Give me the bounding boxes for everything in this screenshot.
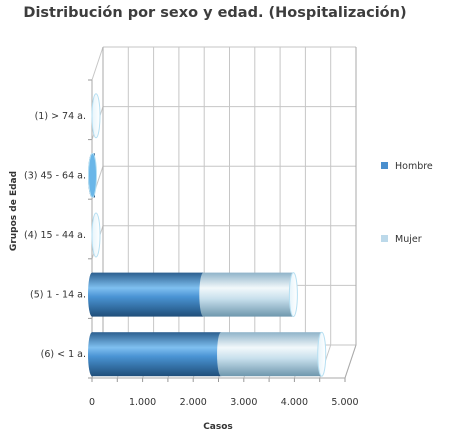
legend-swatch-hombre — [381, 162, 388, 169]
legend: Hombre Mujer — [381, 161, 433, 245]
y-tick-label: (3) 45 - 64 a. — [24, 170, 86, 181]
bar-end-cap — [288, 272, 298, 318]
grid — [88, 46, 357, 382]
bar-hombre-4 — [92, 332, 222, 377]
bar-hombre-3 — [92, 272, 204, 317]
bar-mujer-4 — [221, 332, 322, 377]
y-axis-title: Grupos de Edad — [9, 171, 19, 251]
x-tick-label: 1.000 — [129, 397, 156, 408]
bar-end-cap — [91, 212, 101, 258]
y-tick-label: (4) 15 - 44 a. — [24, 230, 86, 241]
wall-gridline — [91, 46, 104, 81]
x-tick-label: 3.000 — [230, 397, 257, 408]
legend-label-hombre: Hombre — [395, 161, 433, 172]
bar-end-cap — [317, 331, 327, 377]
axis-line — [344, 344, 357, 379]
bar-end-cap — [88, 152, 98, 198]
x-tick-label: 4.000 — [281, 397, 308, 408]
bar-mujer-3 — [203, 272, 294, 317]
x-tick-label: 0 — [89, 397, 95, 408]
x-tick-label: 5.000 — [331, 397, 358, 408]
bar-cap-left — [199, 272, 208, 317]
y-tick-label: (1) > 74 a. — [35, 111, 86, 122]
x-tick-label: 2.000 — [180, 397, 207, 408]
bar-end-cap — [91, 93, 101, 139]
legend-swatch-mujer — [381, 235, 388, 242]
legend-label-mujer: Mujer — [395, 234, 422, 245]
y-tick-label: (6) < 1 a. — [41, 349, 86, 360]
chart-title: Distribución por sexo y edad. (Hospitali… — [23, 5, 407, 21]
bar-cap-left — [88, 272, 96, 317]
bars — [88, 93, 327, 377]
bar-cap-left — [88, 332, 96, 377]
x-axis-title: Casos — [203, 422, 233, 432]
bar-cap-left — [217, 332, 226, 377]
axis-labels: (1) > 74 a. (3) 45 - 64 a. (4) 15 - 44 a. (… — [24, 111, 359, 408]
y-tick-label: (5) 1 - 14 a. — [30, 290, 86, 301]
